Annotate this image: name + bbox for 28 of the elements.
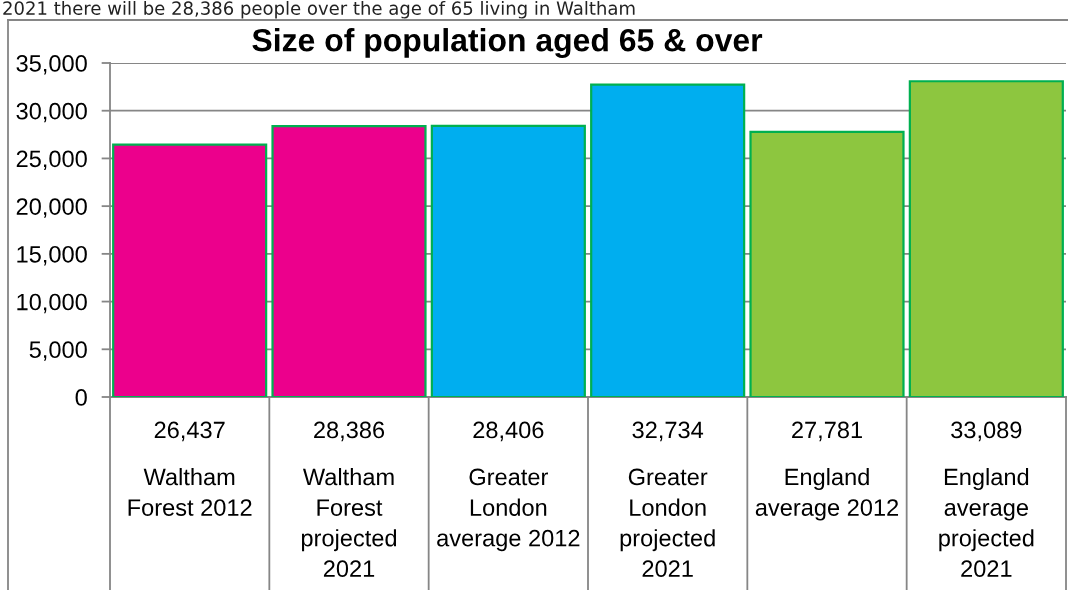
bar: [590, 83, 746, 397]
data-label: 28,386: [314, 421, 385, 442]
y-tick-label: 5,000: [29, 341, 87, 361]
bar: [908, 80, 1064, 397]
x-tick-label: England average projected 2021: [939, 468, 1034, 578]
data-label: 32,734: [632, 421, 704, 442]
bar: [749, 130, 905, 397]
chart-title: Size of population aged 65 & over: [252, 28, 763, 58]
x-tick-label: England average 2012: [755, 468, 899, 521]
data-label: 28,406: [473, 421, 544, 442]
y-tick-label: 15,000: [17, 245, 87, 266]
bar: [271, 125, 427, 397]
data-label: 27,781: [792, 421, 862, 442]
y-tick-label: 0: [75, 389, 87, 406]
y-tick-label: 30,000: [16, 102, 87, 123]
data-label: 26,437: [154, 421, 225, 442]
y-tick-label: 35,000: [16, 55, 87, 75]
bar: [430, 124, 586, 397]
text: 2021 there will be 28,386 people over the age of 65 living in Waltham: [3, 1, 635, 19]
x-tick-label: Greater London average 2012: [437, 468, 580, 552]
x-tick-label: Waltham Forest 2012: [128, 468, 252, 516]
y-tick-label: 25,000: [16, 150, 87, 171]
y-tick-label: 20,000: [16, 198, 87, 218]
x-tick-label: Greater London projected 2021: [620, 468, 715, 578]
y-tick-label: 10,000: [17, 293, 87, 314]
data-label: 33,089: [951, 421, 1022, 442]
bar: [112, 143, 268, 397]
x-tick-label: Waltham Forest projected 2021: [301, 468, 397, 578]
